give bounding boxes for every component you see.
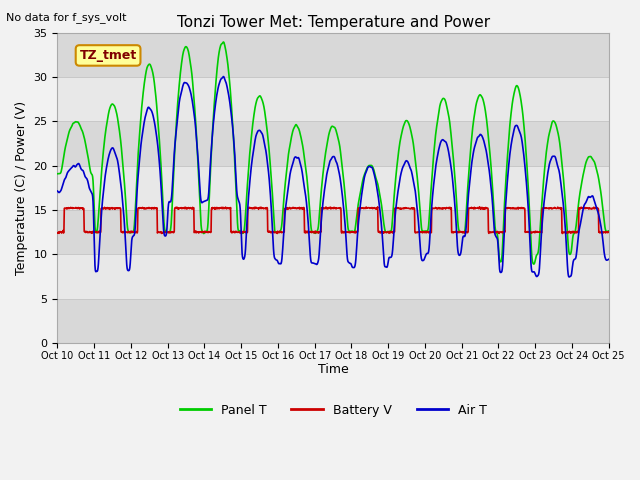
Bar	[58, 121, 609, 166]
Panel T	[54, 171, 61, 177]
Panel T	[163, 229, 170, 235]
Bar	[58, 299, 609, 343]
Panel T	[220, 39, 227, 45]
Air T	[238, 251, 246, 256]
Battery V	[540, 205, 547, 211]
Battery V	[419, 230, 426, 236]
Line: Battery V: Battery V	[58, 207, 609, 233]
Battery V	[605, 229, 612, 235]
Line: Panel T: Panel T	[58, 42, 609, 264]
Panel T	[176, 74, 184, 80]
Bar	[58, 33, 609, 77]
Air T	[540, 204, 547, 210]
Title: Tonzi Tower Met: Temperature and Power: Tonzi Tower Met: Temperature and Power	[177, 15, 490, 30]
X-axis label: Time: Time	[317, 363, 348, 376]
Battery V	[476, 204, 483, 210]
Bar	[58, 77, 609, 121]
Air T	[176, 95, 184, 101]
Battery V	[163, 230, 170, 236]
Panel T	[419, 228, 427, 234]
Air T	[419, 258, 427, 264]
Air T	[220, 74, 227, 80]
Bar	[58, 166, 609, 210]
Bar	[58, 254, 609, 299]
Battery V	[559, 230, 566, 236]
Battery V	[491, 230, 499, 236]
Bar	[58, 210, 609, 254]
Battery V	[54, 230, 61, 236]
Panel T	[491, 223, 499, 229]
Legend: Panel T, Battery V, Air T: Panel T, Battery V, Air T	[175, 399, 492, 422]
Y-axis label: Temperature (C) / Power (V): Temperature (C) / Power (V)	[15, 101, 28, 275]
Air T	[566, 274, 573, 280]
Battery V	[238, 230, 246, 236]
Air T	[605, 256, 612, 262]
Panel T	[530, 261, 538, 267]
Battery V	[176, 205, 184, 211]
Air T	[54, 188, 61, 194]
Line: Air T: Air T	[58, 77, 609, 277]
Air T	[491, 231, 499, 237]
Text: No data for f_sys_volt: No data for f_sys_volt	[6, 12, 127, 23]
Panel T	[238, 230, 246, 236]
Panel T	[605, 228, 612, 234]
Air T	[163, 229, 170, 235]
Text: TZ_tmet: TZ_tmet	[79, 49, 137, 62]
Panel T	[540, 173, 548, 179]
